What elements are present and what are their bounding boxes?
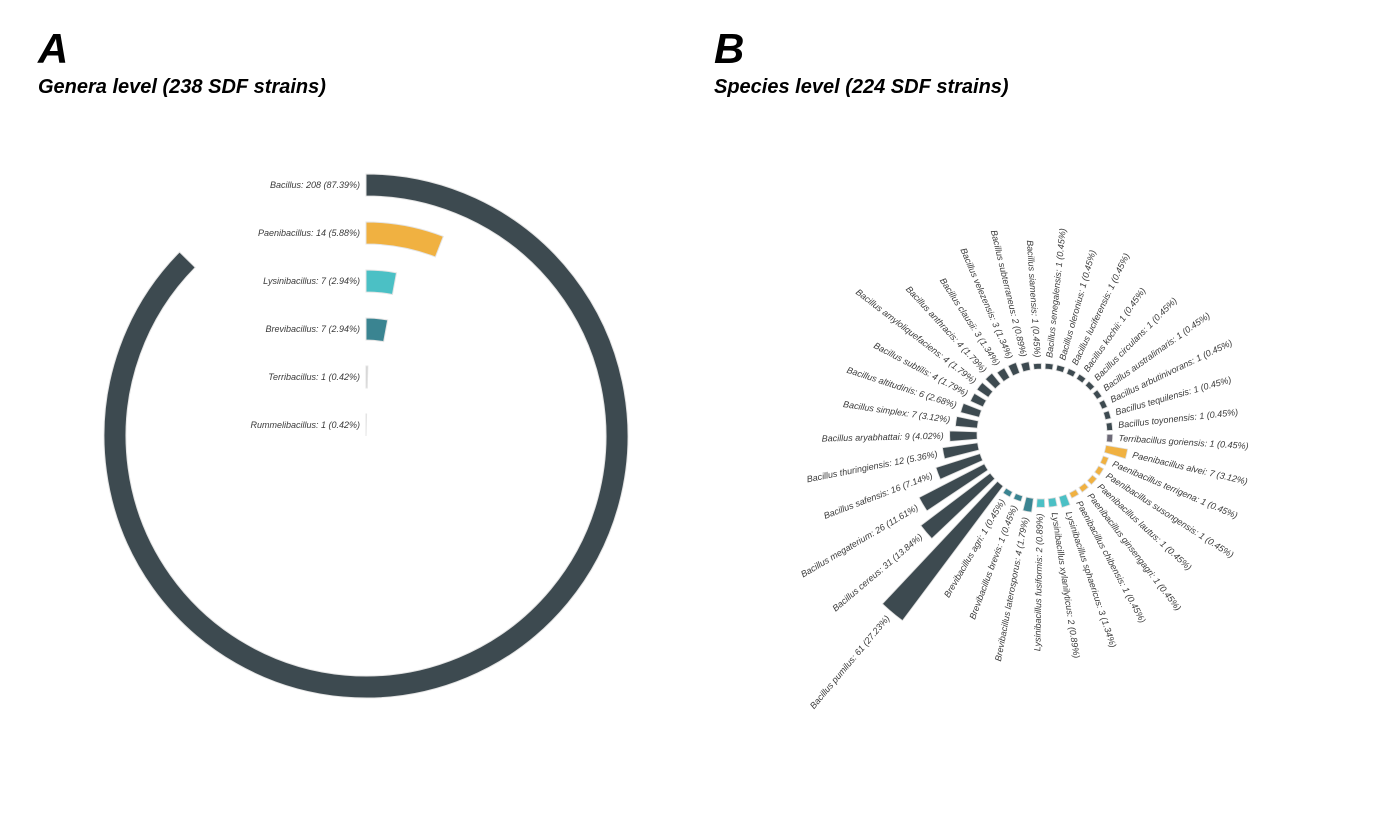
panel-a-letter: A <box>38 25 69 72</box>
species-bar-label-bacillus-pumilus: Bacillus pumilus: 61 (27.23%) <box>808 613 892 710</box>
species-bar-lysinibacillus-xylanilyticus <box>1047 497 1058 508</box>
species-bar-bacillus-senegalensis <box>1044 362 1054 371</box>
species-bar-lysinibacillus-sphaericus <box>1058 493 1071 508</box>
genera-bar-lysinibacillus <box>365 269 398 296</box>
species-bar-bacillus-arbutinivorans <box>1098 399 1108 410</box>
genera-radial-bar-chart: Bacillus: 208 (87.39%) Paenibacillus: 14 … <box>103 173 629 699</box>
species-bar-bacillus-velezensis <box>1007 361 1021 377</box>
genera-bar-label-brevibacillus: Brevibacillus: 7 (2.94%) <box>265 324 360 334</box>
species-bar-bacillus-subtilis <box>969 392 987 408</box>
species-bar-bacillus-tequilensis <box>1102 410 1112 421</box>
genera-bar-paenibacillus <box>365 221 444 258</box>
species-bar-bacillus-altitudinis <box>960 402 982 418</box>
species-bar-paenibacillus-alvei <box>1103 444 1129 460</box>
species-bar-label-bacillus-aryabhattai: Bacillus aryabhattai: 9 (4.02%) <box>822 431 944 444</box>
species-bar-label-bacillus-siamensis: Bacillus siamensis: 1 (0.45%) <box>1025 240 1043 358</box>
species-bar-bacillus-oleronius <box>1055 364 1066 374</box>
genera-bar-terribacillus <box>365 365 369 389</box>
species-bar-brevibacillus-brevis <box>1012 492 1024 502</box>
species-bar-bacillus-australimaris <box>1092 389 1103 400</box>
species-bar-paenibacillus-susongensis <box>1094 465 1105 477</box>
species-bar-paenibacillus-ginsengagri <box>1078 482 1089 493</box>
species-bar-paenibacillus-terrigena <box>1099 455 1110 466</box>
species-bar-label-bacillus-subterraneus: Bacillus subterraneus: 2 (0.89%) <box>989 229 1029 358</box>
species-bar-brevibacillus-agri <box>1002 487 1013 498</box>
species-bar-bacillus-amyloliquefaciens <box>976 381 994 398</box>
species-bar-bacillus-simplex <box>954 416 979 429</box>
species-bar-brevibacillus-laterosporus <box>1022 496 1034 513</box>
species-circular-bar-chart: Bacillus pumilus: 61 (27.23%)Bacillus ce… <box>799 228 1249 711</box>
species-bar-paenibacillus-chibensis <box>1068 488 1080 499</box>
species-bar-label-lysinibacillus-fusiformis: Lysinibacillus fusiformis: 2 (0.89%) <box>1032 513 1045 651</box>
species-bar-bacillus-toyonensis <box>1105 421 1114 432</box>
species-bar-label-bacillus-megaterium: Bacillus megaterium: 26 (11.61%) <box>799 502 920 579</box>
genera-bar-bacillus <box>103 173 629 699</box>
species-bar-bacillus-luciferensis <box>1066 368 1077 378</box>
genera-bar-rummelibacillus <box>365 413 368 437</box>
species-bar-paenibacillus-lautus <box>1086 474 1098 486</box>
species-bar-bacillus-subterraneus <box>1020 361 1031 373</box>
species-bar-bacillus-aryabhattai <box>949 430 978 442</box>
species-bar-bacillus-thuringiensis <box>942 442 980 460</box>
species-bar-bacillus-siamensis <box>1032 362 1042 370</box>
species-bar-bacillus-circulans <box>1084 380 1096 392</box>
species-bar-label-terribacillus-goriensis: Terribacillus goriensis: 1 (0.45%) <box>1118 433 1249 451</box>
species-bar-bacillus-pumilus <box>881 480 1004 622</box>
genera-bar-label-rummelibacillus: Rummelibacillus: 1 (0.42%) <box>250 420 360 430</box>
species-bar-bacillus-clausii <box>996 367 1011 383</box>
genera-bar-label-terribacillus: Terribacillus: 1 (0.42%) <box>268 372 360 382</box>
genera-bar-brevibacillus <box>365 317 389 343</box>
species-bar-terribacillus-goriensis <box>1106 433 1114 443</box>
genera-bar-label-bacillus: Bacillus: 208 (87.39%) <box>270 180 360 190</box>
species-bar-bacillus-cereus <box>920 472 996 540</box>
species-bar-bacillus-anthracis <box>984 372 1002 390</box>
species-bar-bacillus-megaterium <box>918 463 989 512</box>
panel-a-title: Genera level (238 SDF strains) <box>38 76 326 98</box>
genera-bar-label-paenibacillus: Paenibacillus: 14 (5.88%) <box>258 228 360 238</box>
genera-bar-label-lysinibacillus: Lysinibacillus: 7 (2.94%) <box>263 276 360 286</box>
species-bar-bacillus-kochii <box>1075 373 1087 384</box>
panel-b-title: Species level (224 SDF strains) <box>714 76 1009 98</box>
species-bar-bacillus-safensis <box>935 453 984 480</box>
panel-b-letter: B <box>714 25 745 72</box>
species-bar-lysinibacillus-fusiformis <box>1036 498 1046 508</box>
